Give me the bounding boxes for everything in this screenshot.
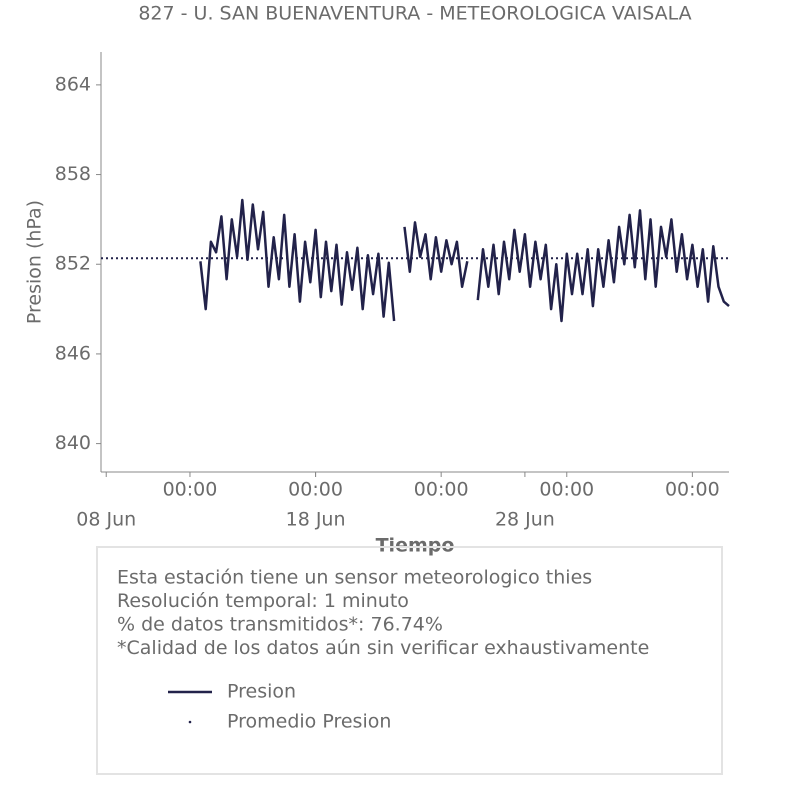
y-axis-label: Presion (hPa) xyxy=(24,200,46,324)
legend-label: Presion xyxy=(227,681,296,703)
y-tick-label: 846 xyxy=(55,342,91,364)
chart-title: 827 - U. SAN BUENAVENTURA - METEOROLOGIC… xyxy=(138,3,691,25)
info-line: % de datos transmitidos*: 76.74% xyxy=(117,614,443,636)
y-tick-label: 852 xyxy=(55,253,91,275)
info-line: *Calidad de los datos aún sin verificar … xyxy=(117,637,649,659)
x-axis-label: Tiempo xyxy=(376,535,455,557)
line-series xyxy=(199,198,730,323)
x-tick-label: 00:00 xyxy=(414,479,469,501)
legend-label: Promedio Presion xyxy=(227,711,391,733)
x-tick-label: 08 Jun xyxy=(76,509,136,531)
x-tick-label: 00:00 xyxy=(288,479,343,501)
info-box xyxy=(96,546,723,775)
x-tick-label: 28 Jun xyxy=(495,509,555,531)
y-tick-label: 840 xyxy=(55,432,91,454)
x-tick-label: 18 Jun xyxy=(286,509,346,531)
x-tick-label: 00:00 xyxy=(163,479,218,501)
info-line: Esta estación tiene un sensor meteorolog… xyxy=(117,567,592,589)
y-tick-label: 858 xyxy=(55,163,91,185)
x-tick-label: 00:00 xyxy=(539,479,594,501)
x-tick-label: 00:00 xyxy=(665,479,720,501)
legend-marker xyxy=(188,720,192,724)
y-tick-label: 864 xyxy=(55,73,91,95)
info-line: Resolución temporal: 1 minuto xyxy=(117,590,409,612)
